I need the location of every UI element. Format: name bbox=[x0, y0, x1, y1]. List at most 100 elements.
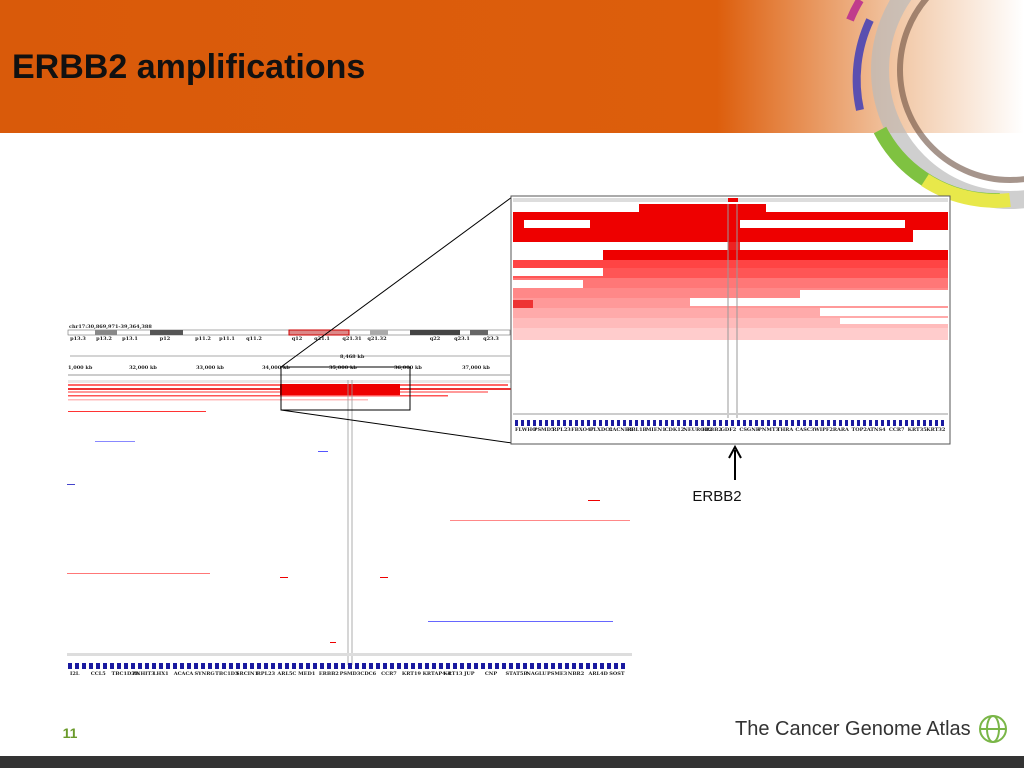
gene-glyph bbox=[593, 663, 597, 669]
ruler-label: 1,000 kb bbox=[68, 365, 93, 371]
zoom-gene-label: NEUROD2 bbox=[683, 427, 713, 433]
gene-glyph bbox=[418, 663, 422, 669]
gene-glyph bbox=[201, 663, 205, 669]
gene-glyph bbox=[713, 420, 716, 426]
gene-glyph bbox=[439, 663, 443, 669]
zoom-gene-label: RPL23 bbox=[552, 427, 571, 433]
zoom-connector bbox=[280, 409, 513, 444]
zoom-gene-label: PNMT3 bbox=[758, 427, 780, 433]
gene-glyph bbox=[839, 420, 842, 426]
gene-glyph bbox=[404, 663, 408, 669]
slide-title: ERBB2 amplifications bbox=[12, 48, 365, 86]
gene-glyph bbox=[460, 663, 464, 669]
gene-glyphs bbox=[68, 663, 625, 669]
gene-glyph bbox=[779, 420, 782, 426]
cytoband-label: q21.31 bbox=[342, 336, 361, 342]
gene-glyph bbox=[815, 420, 818, 426]
zoom-gene-bar bbox=[513, 413, 948, 415]
zoom-gene-label: RBL1B bbox=[627, 427, 647, 433]
gene-glyph bbox=[635, 420, 638, 426]
gene-glyph bbox=[587, 420, 590, 426]
gene-glyph bbox=[152, 663, 156, 669]
zoom-marker bbox=[728, 198, 738, 202]
zoom-gene-label: RARA bbox=[833, 427, 849, 433]
gene-glyph bbox=[755, 420, 758, 426]
zoom-gene-label: ERBB2 bbox=[702, 427, 722, 433]
ruler-label: 32,000 kb bbox=[129, 365, 157, 371]
gene-glyph bbox=[731, 420, 734, 426]
gene-glyph bbox=[527, 420, 530, 426]
gene-glyph bbox=[453, 663, 457, 669]
cytoband-label: q23.1 bbox=[454, 336, 470, 342]
gene-glyph bbox=[320, 663, 324, 669]
gene-glyph bbox=[586, 663, 590, 669]
cytoband-label: q23.3 bbox=[483, 336, 499, 342]
gene-glyph bbox=[222, 663, 226, 669]
gene-glyph bbox=[737, 420, 740, 426]
band bbox=[470, 330, 488, 335]
gene-glyph bbox=[166, 663, 170, 669]
zoom-connector bbox=[280, 196, 513, 368]
gene-glyph bbox=[521, 420, 524, 426]
gene-glyph bbox=[243, 663, 247, 669]
gene-glyph bbox=[827, 420, 830, 426]
gene-glyph bbox=[695, 420, 698, 426]
gene-glyph bbox=[749, 420, 752, 426]
gene-glyph bbox=[791, 420, 794, 426]
gene-glyph bbox=[334, 663, 338, 669]
gene-glyph bbox=[173, 663, 177, 669]
gene-glyph bbox=[565, 663, 569, 669]
gene-glyph bbox=[215, 663, 219, 669]
ruler-label: 34,000 kb bbox=[262, 365, 290, 371]
cytoband-label: q21.1 bbox=[314, 336, 330, 342]
gene-glyph bbox=[614, 663, 618, 669]
gene-glyph bbox=[797, 420, 800, 426]
gene-glyph bbox=[530, 663, 534, 669]
gene-glyph bbox=[131, 663, 135, 669]
gene-glyph bbox=[558, 663, 562, 669]
gene-label: SOST bbox=[609, 671, 625, 677]
gene-label: SRCIN1 bbox=[236, 671, 258, 677]
gene-glyph bbox=[474, 663, 478, 669]
gene-label: KRT13 bbox=[443, 671, 463, 677]
gene-glyph bbox=[941, 420, 944, 426]
gene-glyph bbox=[833, 420, 836, 426]
gene-glyph bbox=[397, 663, 401, 669]
gene-glyph bbox=[145, 663, 149, 669]
gene-glyph bbox=[271, 663, 275, 669]
gene-glyph bbox=[208, 663, 212, 669]
gene-glyph bbox=[180, 663, 184, 669]
igv-panel: chr17:30,869,971-39,364,388 p13.3 p13.2 p1… bbox=[67, 320, 632, 682]
gene-glyph bbox=[89, 663, 93, 669]
cytoband-label: p11.1 bbox=[219, 336, 235, 342]
gene-glyph bbox=[767, 420, 770, 426]
gene-glyph bbox=[641, 420, 644, 426]
gene-glyph bbox=[516, 663, 520, 669]
zoom-gene-label: WIPF2 bbox=[813, 427, 833, 433]
gene-glyph bbox=[362, 663, 366, 669]
gene-glyph bbox=[264, 663, 268, 669]
gene-label: TBC1D3 bbox=[215, 671, 239, 677]
ruler-label: 36,000 kb bbox=[394, 365, 422, 371]
gene-glyph bbox=[863, 420, 866, 426]
gene-glyph bbox=[581, 420, 584, 426]
gene-glyph bbox=[383, 663, 387, 669]
gene-glyph bbox=[313, 663, 317, 669]
gene-glyph bbox=[677, 420, 680, 426]
gene-glyph bbox=[257, 663, 261, 669]
gene-label: MED1 bbox=[298, 671, 315, 677]
gene-glyph bbox=[653, 420, 656, 426]
zoom-cn bbox=[513, 204, 948, 340]
gene-glyph bbox=[575, 420, 578, 426]
gene-glyph bbox=[299, 663, 303, 669]
gene-label: ZNHIT3 bbox=[132, 671, 155, 677]
zoom-gene-label: PLXDC1 bbox=[590, 427, 613, 433]
gene-label: I2L bbox=[70, 671, 80, 677]
gene-glyph bbox=[551, 420, 554, 426]
gene-glyph bbox=[348, 663, 352, 669]
gene-glyph bbox=[194, 663, 198, 669]
gene-glyph bbox=[905, 420, 908, 426]
gene-glyph bbox=[785, 420, 788, 426]
gene-glyph bbox=[82, 663, 86, 669]
gene-glyph bbox=[887, 420, 890, 426]
